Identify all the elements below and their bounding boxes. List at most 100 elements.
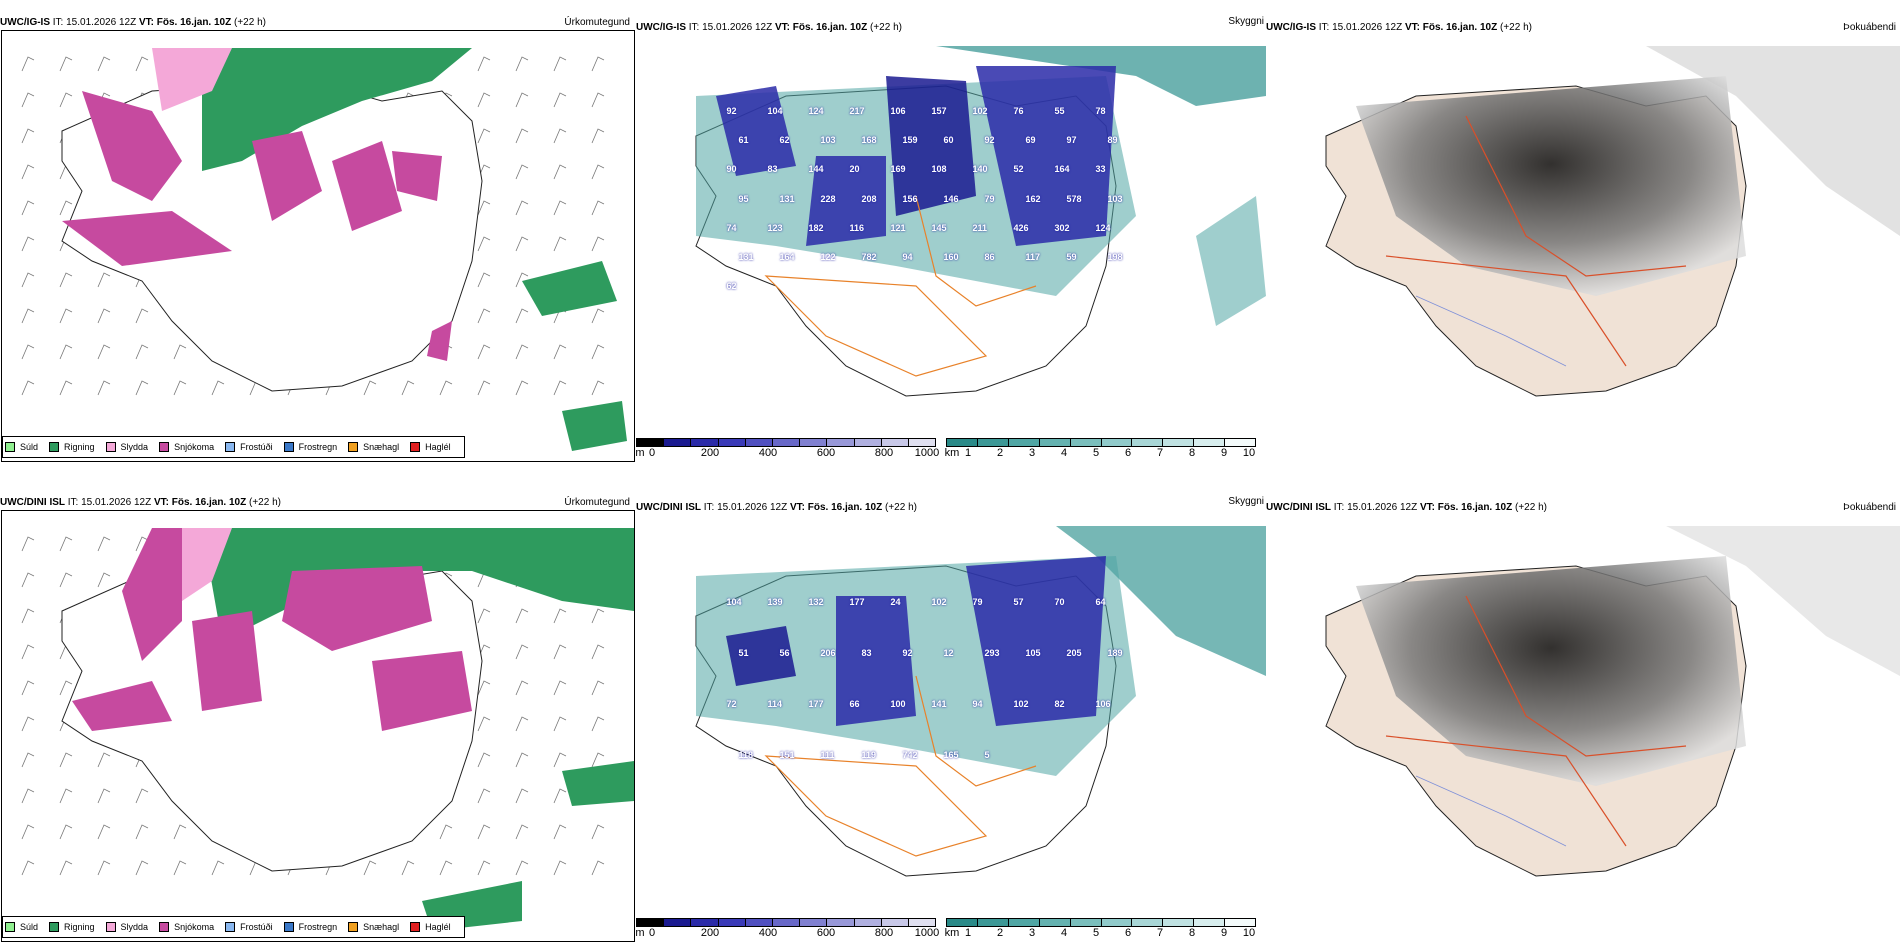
legend-item-sudl: Súld [5,442,38,452]
value-label: 72 [726,699,737,710]
wind-barb [477,236,491,252]
value-label: 94 [972,699,983,710]
wind-barb [21,56,35,72]
wind-barb [135,788,149,804]
legend-item-frostudi: Frostúði [225,442,273,452]
value-label: 205 [1066,647,1082,658]
parameter-label: Skyggni [1228,496,1264,507]
map-frame [1,510,635,942]
value-label: 117 [1025,252,1041,263]
value-label: 66 [849,699,860,710]
legend-item-snaehagl: Snæhagl [348,922,399,932]
wind-barb [591,716,605,732]
wind-barb [553,788,567,804]
value-label: 33 [1095,164,1106,175]
value-label: 55 [1054,105,1065,116]
panel-title: UWC/IG-IS IT: 15.01.2026 12Z VT: Fös. 16… [1266,22,1532,33]
value-label: 100 [890,699,906,710]
panel-title: UWC/DINI ISL IT: 15.01.2026 12Z VT: Fös.… [0,497,281,508]
parameter-label: Úrkomutegund [564,17,630,28]
precip-type-panel-igis: UWC/IG-IS IT: 15.01.2026 12Z VT: Fös. 16… [0,14,636,464]
wind-barb [97,344,111,360]
wind-barb [363,860,377,876]
wind-barb [515,308,529,324]
precip-type-panel-dini: UWC/DINI ISL IT: 15.01.2026 12Z VT: Fös.… [0,494,636,944]
value-label: 92 [902,647,913,658]
wind-barb [59,380,73,396]
legend-item-haglel: Haglél [410,922,451,932]
wind-barb [477,344,491,360]
wind-barb [135,56,149,72]
precip-map [21,528,634,931]
value-label: 119 [861,750,877,761]
wind-barb [439,380,453,396]
wind-barb [477,860,491,876]
value-label: 131 [779,193,795,204]
value-label: 104 [726,596,742,607]
value-label: 228 [820,193,836,204]
precip-legend: Súld Rigning Slydda Snjókoma Frostúði Fr… [2,916,465,938]
wind-barb [515,716,529,732]
wind-barb [211,380,225,396]
value-label: 217 [849,105,865,116]
value-label: 104 [767,105,783,116]
wind-barb [477,752,491,768]
value-label: 95 [738,193,749,204]
wind-barb [553,380,567,396]
wind-barb [97,860,111,876]
visibility-map [695,46,1266,397]
value-label: 57 [1013,596,1024,607]
value-label: 782 [861,252,877,263]
precip-map [21,48,627,451]
wind-barb [21,164,35,180]
wind-barb [59,536,73,552]
wind-barb [477,788,491,804]
wind-barb [21,128,35,144]
value-label: 64 [1095,596,1106,607]
value-label: 102 [1013,699,1029,710]
legend-item-snjokoma: Snjókoma [159,922,214,932]
wind-barb [515,860,529,876]
value-label: 83 [861,647,872,658]
wind-barb [477,716,491,732]
wind-barb [59,680,73,696]
value-label: 61 [738,134,749,145]
value-label: 168 [861,134,877,145]
legend-item-frostudi: Frostúði [225,922,273,932]
value-label: 156 [902,193,918,204]
wind-barb [591,164,605,180]
wind-barb [515,164,529,180]
legend-item-frostregn: Frostregn [283,442,337,452]
value-label: 162 [1025,193,1041,204]
wind-barb [477,824,491,840]
value-label: 145 [931,222,947,233]
value-label: 189 [1107,647,1123,658]
wind-barb [97,56,111,72]
wind-barb [591,56,605,72]
value-label: 69 [1025,134,1036,145]
value-label: 92 [984,134,995,145]
wind-barb [515,200,529,216]
wind-barb [97,752,111,768]
wind-barb [135,536,149,552]
wind-barb [515,752,529,768]
value-label: 62 [726,281,737,292]
wind-barb [21,824,35,840]
wind-barb [591,644,605,660]
wind-barb [439,824,453,840]
wind-barb [553,860,567,876]
value-label: 426 [1013,222,1029,233]
wind-barb [97,824,111,840]
value-label: 144 [808,164,824,175]
value-label: 103 [1107,193,1123,204]
wind-barb [59,92,73,108]
wind-barb [21,572,35,588]
wind-barb [59,572,73,588]
visibility-colorbar: km 1 2 3 4 5 6 7 8 9 10 [945,438,1256,459]
visibility-cells [946,438,1256,447]
wind-barb [553,824,567,840]
wind-barb [401,860,415,876]
wind-barb [591,380,605,396]
value-label: 59 [1066,252,1077,263]
wind-barb [553,344,567,360]
